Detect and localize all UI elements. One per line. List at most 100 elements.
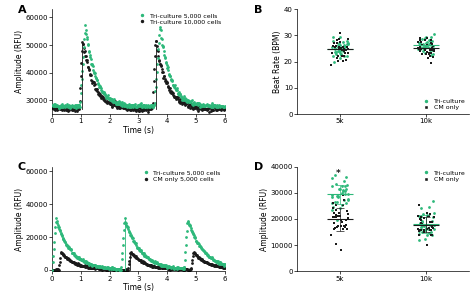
Point bbox=[334, 200, 341, 205]
Point bbox=[69, 259, 76, 264]
Point bbox=[149, 259, 157, 264]
Point bbox=[64, 109, 72, 114]
Point bbox=[108, 266, 115, 271]
Point bbox=[143, 262, 151, 267]
Point bbox=[337, 35, 344, 40]
Point bbox=[212, 260, 219, 265]
Point bbox=[342, 183, 349, 188]
Point bbox=[427, 228, 434, 233]
Point bbox=[140, 106, 147, 111]
Y-axis label: Amplitude (RFU): Amplitude (RFU) bbox=[260, 188, 269, 250]
Point bbox=[61, 105, 69, 109]
Point bbox=[48, 267, 56, 272]
Point bbox=[57, 230, 64, 235]
Point bbox=[162, 59, 170, 64]
Point bbox=[339, 44, 347, 49]
Point bbox=[208, 101, 216, 106]
Point bbox=[187, 106, 194, 110]
Point bbox=[193, 105, 201, 110]
Point bbox=[414, 47, 422, 52]
Point bbox=[186, 223, 194, 228]
Point bbox=[334, 48, 341, 53]
Point bbox=[121, 103, 128, 108]
Point bbox=[90, 80, 98, 84]
Point bbox=[118, 264, 125, 269]
Point bbox=[220, 263, 228, 268]
Point bbox=[115, 105, 122, 109]
Point bbox=[99, 267, 106, 271]
Point bbox=[416, 216, 424, 221]
Point bbox=[164, 84, 172, 89]
Point bbox=[219, 106, 227, 110]
Point bbox=[165, 264, 173, 269]
Point bbox=[214, 264, 221, 269]
Point bbox=[68, 259, 75, 264]
Point bbox=[150, 260, 158, 265]
Point bbox=[202, 260, 210, 264]
Point bbox=[416, 45, 424, 49]
Point bbox=[95, 85, 103, 90]
Point bbox=[146, 263, 154, 267]
Point bbox=[80, 41, 87, 46]
Point bbox=[87, 73, 94, 77]
Point bbox=[178, 266, 186, 271]
Point bbox=[56, 229, 64, 234]
Point bbox=[60, 237, 68, 242]
Point bbox=[103, 96, 110, 101]
Point bbox=[101, 266, 109, 271]
Point bbox=[100, 265, 108, 270]
Point bbox=[73, 261, 80, 266]
Point bbox=[336, 214, 344, 219]
Point bbox=[186, 267, 194, 272]
Point bbox=[209, 107, 217, 112]
Point bbox=[423, 211, 431, 216]
Point bbox=[164, 267, 172, 271]
Point bbox=[158, 42, 166, 47]
Point bbox=[69, 103, 76, 108]
Point bbox=[219, 105, 227, 110]
Point bbox=[335, 224, 342, 229]
Point bbox=[156, 25, 164, 30]
Point bbox=[175, 265, 182, 270]
Point bbox=[196, 256, 204, 261]
Point bbox=[140, 102, 147, 107]
Point bbox=[66, 257, 74, 262]
Point bbox=[216, 104, 223, 109]
Point bbox=[96, 267, 103, 271]
Point bbox=[50, 267, 57, 272]
Point bbox=[186, 267, 193, 272]
Point bbox=[182, 101, 190, 106]
Point bbox=[190, 100, 198, 105]
Point bbox=[129, 238, 137, 243]
Point bbox=[63, 242, 71, 247]
Point bbox=[56, 227, 64, 232]
Point bbox=[159, 264, 167, 269]
Point bbox=[147, 263, 155, 268]
Point bbox=[120, 101, 128, 106]
Point bbox=[112, 267, 119, 271]
Point bbox=[154, 48, 161, 53]
Point bbox=[100, 265, 108, 270]
Point bbox=[72, 104, 79, 109]
Point bbox=[415, 47, 422, 52]
Point bbox=[143, 262, 150, 267]
Point bbox=[158, 36, 165, 41]
Point bbox=[340, 54, 347, 59]
Point bbox=[419, 224, 426, 229]
Point bbox=[189, 106, 197, 111]
Point bbox=[108, 99, 116, 104]
Point bbox=[214, 105, 221, 110]
Point bbox=[72, 262, 79, 267]
Point bbox=[151, 264, 158, 269]
Point bbox=[145, 105, 153, 110]
Point bbox=[419, 46, 427, 51]
Point bbox=[205, 104, 212, 109]
Point bbox=[61, 103, 68, 108]
Legend: Tri-culture, CM only: Tri-culture, CM only bbox=[419, 98, 466, 111]
Point bbox=[101, 99, 109, 104]
Point bbox=[198, 246, 205, 251]
Point bbox=[147, 258, 155, 263]
Point bbox=[217, 105, 224, 109]
Point bbox=[130, 239, 137, 244]
Point bbox=[80, 45, 88, 50]
